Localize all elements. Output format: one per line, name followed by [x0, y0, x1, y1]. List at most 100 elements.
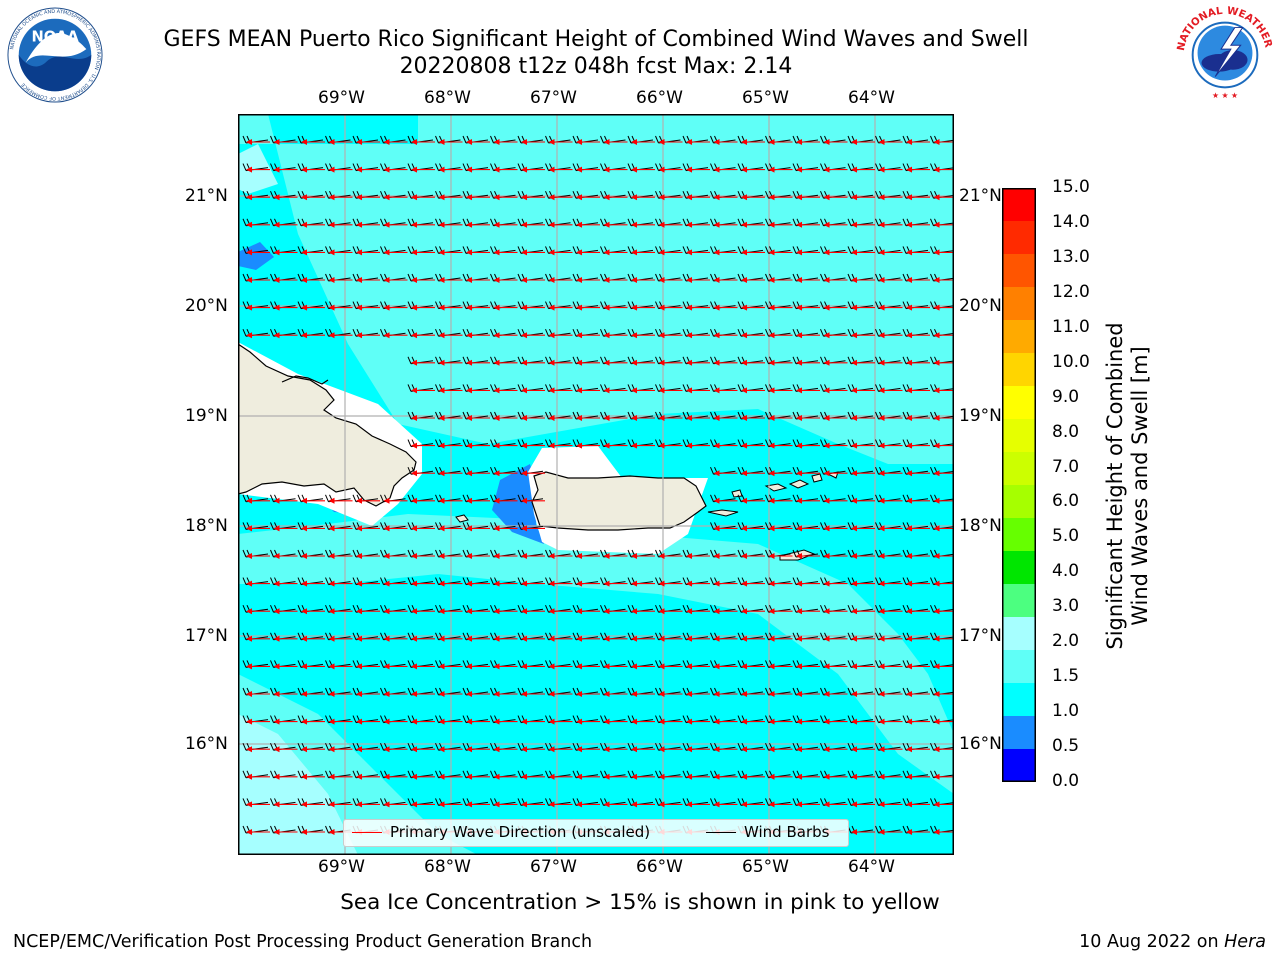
wave-direction-arrow — [768, 194, 793, 201]
wave-direction-arrow — [328, 635, 353, 642]
wave-direction-arrow — [796, 691, 820, 697]
wave-direction-arrow — [906, 304, 930, 311]
wave-direction-arrow — [576, 442, 600, 449]
wave-direction-arrow — [658, 746, 683, 753]
wave-direction-arrow — [356, 773, 380, 780]
nws-logo: NATIONAL WEATHER SERVICE ★ ★ ★ — [1176, 6, 1274, 103]
wave-direction-arrow — [686, 801, 710, 808]
colorbar-segment — [1002, 452, 1036, 486]
wave-direction-arrow — [521, 139, 545, 145]
wave-direction-arrow — [823, 746, 848, 753]
wave-direction-arrow — [493, 663, 518, 670]
wave-direction-arrow — [603, 304, 628, 311]
wave-band-0-5-1-0 — [238, 242, 274, 270]
wave-direction-arrow — [438, 746, 463, 753]
wave-direction-arrow — [906, 553, 930, 559]
wave-direction-arrow — [796, 194, 820, 201]
wave-direction-arrow — [741, 691, 765, 697]
wave-direction-arrow — [466, 166, 490, 173]
lat-label-left: 20°N — [185, 296, 228, 316]
wave-direction-arrow — [851, 387, 875, 394]
wave-direction-arrow — [686, 249, 710, 256]
wave-direction-arrow — [383, 553, 408, 559]
wave-direction-arrow — [768, 553, 793, 559]
wave-direction-arrow — [906, 718, 930, 725]
wave-direction-arrow — [686, 608, 710, 615]
wave-direction-arrow — [631, 304, 655, 311]
wave-direction-arrow — [383, 691, 408, 697]
legend-wind-barbs: Wind Barbs — [706, 823, 829, 841]
wave-direction-arrow — [851, 249, 875, 256]
wave-direction-arrow — [411, 221, 435, 228]
colorbar-segment — [1002, 683, 1036, 717]
wave-direction-arrow — [328, 773, 353, 780]
wave-height-map — [238, 114, 954, 855]
wave-direction-arrow — [548, 442, 573, 449]
wave-direction-arrow — [658, 773, 683, 780]
wave-direction-arrow — [246, 580, 270, 587]
wave-direction-arrow — [823, 166, 848, 173]
wave-direction-arrow — [356, 277, 380, 283]
colorbar-tick-label: 0.0 — [1052, 771, 1080, 791]
lon-label-top: 69°W — [318, 88, 365, 108]
wave-direction-arrow — [906, 359, 930, 366]
wave-direction-arrow — [741, 249, 765, 256]
wave-direction-arrow — [301, 553, 325, 559]
wave-direction-arrow — [686, 553, 710, 559]
wave-direction-arrow — [658, 304, 683, 311]
wave-direction-arrow — [823, 304, 848, 311]
wave-direction-arrow — [466, 277, 490, 283]
wave-direction-arrow — [603, 691, 628, 697]
wave-direction-arrow — [383, 663, 408, 670]
chart-subtitle: 20220808 t12z 048h fcst Max: 2.14 — [399, 54, 793, 79]
wave-direction-arrow — [438, 635, 463, 642]
wave-direction-arrow — [823, 359, 848, 366]
wave-direction-arrow — [631, 580, 655, 587]
wave-direction-arrow — [603, 773, 628, 780]
wave-direction-arrow — [796, 497, 820, 504]
legend-wave-direction: Primary Wave Direction (unscaled) — [352, 823, 650, 841]
wave-direction-arrow — [273, 166, 298, 173]
wave-direction-arrow — [713, 166, 738, 173]
wave-direction-arrow — [933, 801, 954, 808]
wave-direction-arrow — [603, 635, 628, 642]
wave-direction-arrow — [741, 580, 765, 587]
wave-direction-arrow — [906, 139, 930, 145]
wave-direction-arrow — [851, 470, 875, 477]
wave-direction-arrow — [356, 497, 380, 504]
wave-direction-arrow — [741, 635, 765, 642]
lon-label-top: 64°W — [848, 88, 895, 108]
lat-label-right: 17°N — [959, 626, 1002, 646]
wave-direction-arrow — [466, 773, 490, 780]
wave-direction-arrow — [933, 139, 954, 145]
wave-direction-arrow — [328, 718, 353, 725]
wave-direction-arrow — [301, 746, 325, 753]
wave-direction-arrow — [741, 166, 765, 173]
wave-direction-arrow — [356, 249, 380, 256]
wave-direction-arrow — [906, 387, 930, 394]
wave-direction-arrow — [741, 415, 765, 421]
wave-direction-arrow — [383, 304, 408, 311]
wave-direction-arrow — [603, 718, 628, 725]
wave-direction-arrow — [658, 194, 683, 201]
wave-direction-arrow — [466, 470, 490, 477]
colorbar-label: Significant Height of Combined Wind Wave… — [1103, 322, 1152, 650]
lat-label-left: 18°N — [185, 516, 228, 536]
wave-direction-arrow — [823, 470, 848, 477]
wave-direction-arrow — [466, 387, 490, 394]
wave-direction-arrow — [548, 277, 573, 283]
colorbar-tick-label: 6.0 — [1052, 491, 1080, 512]
wave-direction-arrow — [356, 221, 380, 228]
wave-direction-arrow — [906, 497, 930, 504]
wave-direction-arrow — [796, 332, 820, 339]
lon-label-bottom: 66°W — [636, 857, 683, 877]
wave-direction-arrow — [851, 304, 875, 311]
wave-direction-arrow — [823, 663, 848, 670]
wave-direction-arrow — [933, 608, 954, 615]
wave-direction-arrow — [823, 442, 848, 449]
wave-direction-arrow — [411, 580, 435, 587]
wave-direction-arrow — [631, 553, 655, 559]
wave-direction-arrow — [933, 277, 954, 283]
hispaniola-coast-detail — [281, 375, 329, 385]
wave-direction-arrow — [273, 277, 298, 283]
